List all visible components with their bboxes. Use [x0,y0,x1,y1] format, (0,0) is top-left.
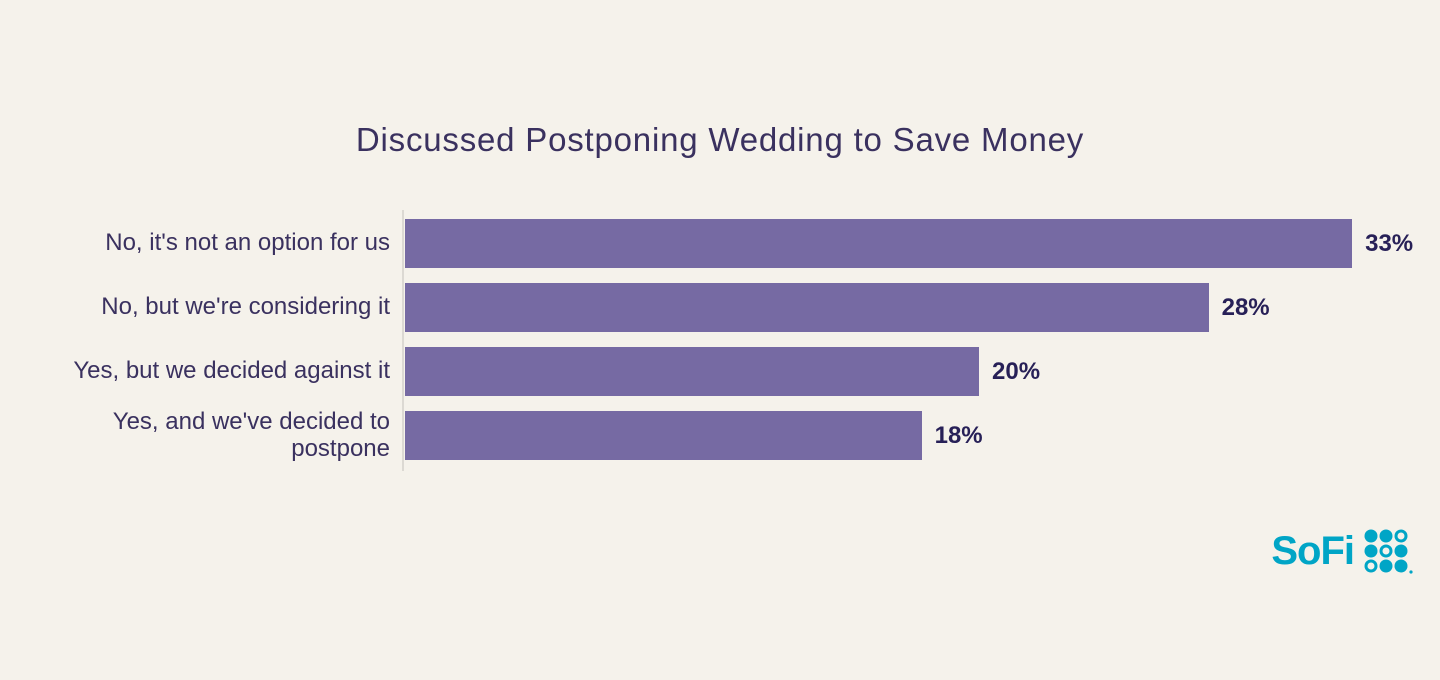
bar [405,411,922,460]
sofi-dots-grid-icon [1364,529,1413,574]
chart-row: No, but we're considering it 28% [0,283,1440,332]
category-label: No, but we're considering it [101,293,390,321]
chart-row: Yes, but we decided against it 20% [0,347,1440,396]
bar [405,347,979,396]
value-label: 28% [1221,293,1270,321]
chart-row: Yes, and we've decided to postpone 18% [0,407,1440,462]
value-label: 20% [992,357,1041,385]
bar-wrap: 28% [405,283,1270,332]
category-label: No, it's not an option for us [105,229,390,257]
bar [405,283,1209,332]
bar-wrap: 33% [405,219,1413,268]
category-label: Yes, and we've decided to postpone [112,407,390,462]
value-label: 18% [934,421,983,449]
category-label: Yes, but we decided against it [73,357,390,385]
sofi-logo-text: SoFi [1271,529,1355,573]
value-label: 33% [1365,229,1414,257]
bar-chart: No, it's not an option for us 33% No, but … [0,219,1440,462]
chart-row: No, it's not an option for us 33% [0,219,1440,268]
sofi-logo: SoFi [1271,527,1413,575]
chart-title: Discussed Postponing Wedding to Save Mon… [355,121,1085,158]
bar-wrap: 18% [405,411,983,460]
y-axis-line [402,210,404,471]
bar [405,219,1353,268]
bar-wrap: 20% [405,347,1040,396]
